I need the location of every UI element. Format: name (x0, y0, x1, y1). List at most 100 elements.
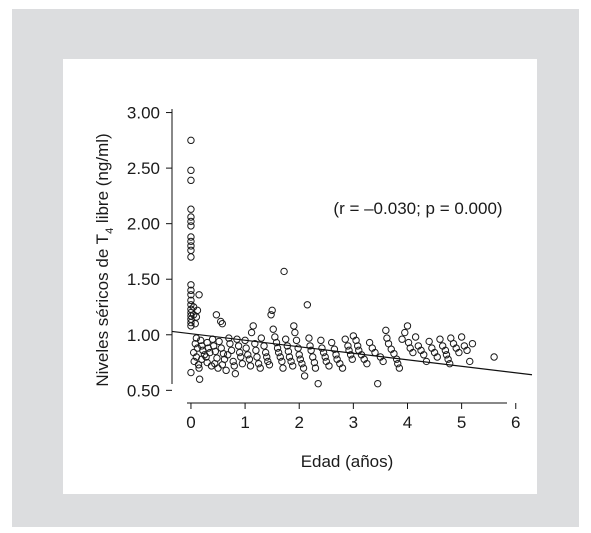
data-point (327, 338, 336, 347)
data-point (260, 342, 268, 350)
data-point (194, 361, 203, 369)
points-layer (187, 136, 498, 388)
data-point (214, 364, 222, 372)
data-point (457, 333, 466, 341)
data-point (187, 281, 195, 289)
data-point (253, 353, 261, 361)
data-point (290, 322, 298, 330)
data-point (242, 344, 250, 352)
data-point (289, 362, 297, 370)
y-axis-title-subscript: 4 (104, 228, 116, 234)
data-point (237, 353, 245, 361)
data-point (230, 362, 238, 370)
data-point (265, 361, 274, 369)
data-point (187, 322, 195, 330)
data-point (224, 351, 232, 359)
data-point (468, 339, 477, 348)
correlation-annotation: (r = –0.030; p = 0.000) (333, 199, 502, 218)
data-point (187, 176, 195, 185)
data-point (187, 237, 195, 246)
x-tick-label: 6 (511, 413, 520, 432)
y-axis-title-main: Niveles séricos de T (93, 234, 112, 387)
data-point (398, 335, 406, 343)
data-point (203, 338, 211, 347)
data-point (284, 347, 293, 356)
data-point (403, 322, 412, 330)
data-point (307, 346, 315, 355)
data-point (382, 326, 390, 335)
data-point (196, 336, 205, 345)
data-point (446, 359, 454, 368)
data-point (296, 355, 305, 363)
data-point (187, 246, 195, 255)
data-point (226, 339, 234, 348)
data-point (202, 353, 210, 361)
data-point (295, 351, 303, 359)
data-point (466, 357, 474, 366)
data-point (268, 306, 276, 315)
data-point (249, 322, 257, 330)
data-point (490, 353, 498, 361)
y-axis-title: Niveles séricos de T4 libre (ng/ml) (93, 133, 116, 386)
x-tick-label: 2 (294, 413, 303, 432)
data-point (279, 364, 287, 372)
y-axis-title-tail: libre (ng/ml) (93, 133, 112, 227)
chart-panel: 0.50 1.00 1.50 2.00 2.50 3.00 0 1 2 3 4 5 6 (r = –0… (63, 59, 537, 494)
data-point (346, 351, 355, 359)
data-point (314, 379, 322, 388)
x-tick-label: 1 (240, 413, 249, 432)
data-point (379, 357, 387, 366)
data-point (300, 372, 309, 380)
data-point (273, 344, 282, 352)
data-point (222, 366, 230, 375)
data-point (374, 379, 382, 388)
data-point (436, 335, 444, 343)
data-point (298, 359, 306, 368)
data-point (227, 346, 236, 355)
data-point (338, 364, 347, 372)
data-point (287, 357, 295, 366)
data-point (318, 344, 326, 352)
data-point (285, 353, 294, 361)
data-point (195, 375, 204, 383)
data-point (246, 362, 255, 370)
y-tick-label: 0.50 (127, 381, 160, 400)
data-point (263, 353, 271, 361)
data-point (463, 346, 471, 355)
data-point (187, 286, 195, 295)
data-point (257, 334, 266, 342)
data-point (187, 296, 195, 305)
data-point (411, 333, 420, 341)
y-tick-label: 1.50 (127, 270, 160, 289)
data-point (311, 364, 320, 372)
data-point (215, 337, 223, 346)
data-point (218, 319, 227, 328)
data-point (187, 205, 195, 213)
data-point (211, 347, 220, 356)
x-tick-label: 0 (186, 413, 195, 432)
data-point (198, 342, 206, 350)
data-point (187, 318, 195, 327)
data-point (206, 348, 214, 357)
data-point (187, 166, 195, 175)
data-point (276, 353, 284, 361)
data-point (420, 351, 428, 359)
figure-frame: 0.50 1.00 1.50 2.00 2.50 3.00 0 1 2 3 4 5 6 (r = –0… (12, 9, 579, 527)
data-point (299, 364, 308, 372)
data-point (348, 355, 356, 363)
data-point (229, 357, 237, 366)
data-point (187, 368, 195, 377)
data-point (303, 301, 312, 309)
data-point (254, 359, 263, 368)
data-point (247, 328, 256, 337)
y-tick-label: 2.00 (127, 215, 160, 234)
x-tick-label: 4 (403, 413, 412, 432)
data-point (345, 346, 353, 355)
y-axis-ticks: 0.50 1.00 1.50 2.00 2.50 3.00 (127, 104, 172, 400)
data-point (187, 291, 195, 299)
data-point (409, 348, 417, 357)
data-point (256, 364, 264, 372)
data-point (187, 253, 195, 261)
data-point (234, 342, 243, 350)
data-point (252, 346, 260, 355)
